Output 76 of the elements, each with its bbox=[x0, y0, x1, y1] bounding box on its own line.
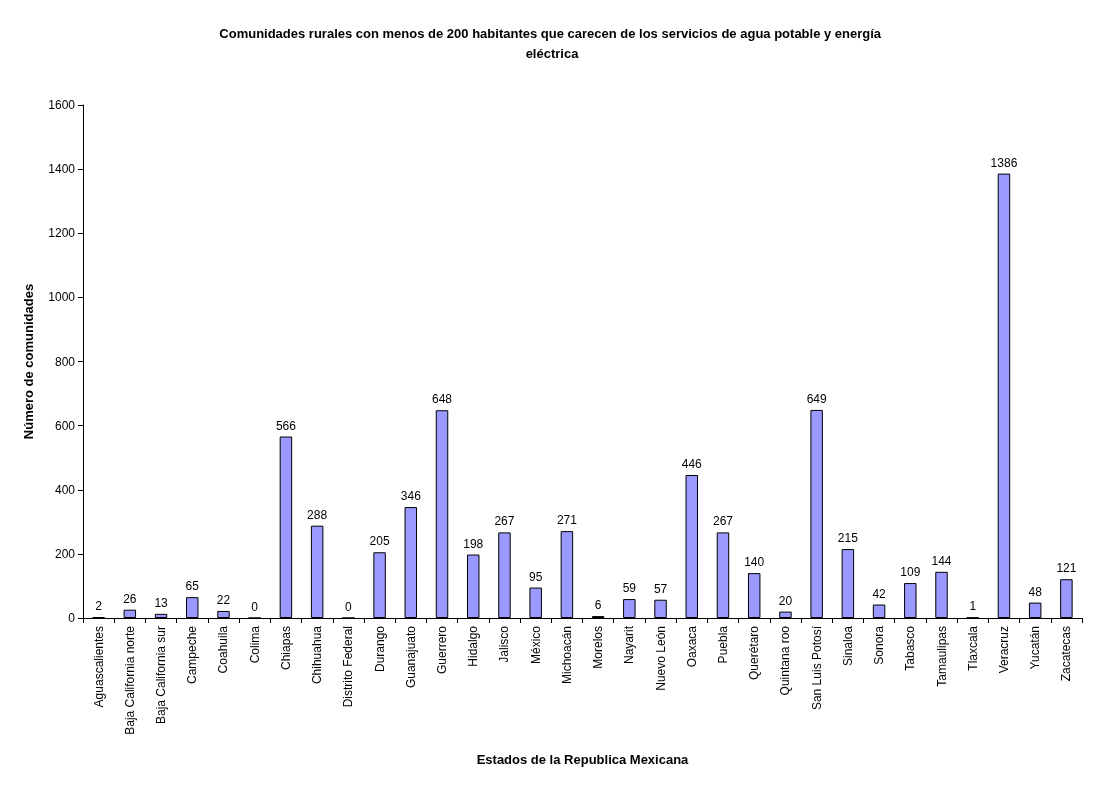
x-tick-label: Sinaloa bbox=[840, 625, 855, 667]
data-label: 109 bbox=[900, 565, 921, 580]
data-label: 22 bbox=[216, 592, 231, 607]
data-label: 2 bbox=[95, 599, 103, 614]
data-label: 0 bbox=[345, 599, 353, 614]
x-tick-label: Quintana roo bbox=[778, 625, 793, 696]
x-tick-label: Campeche bbox=[185, 625, 200, 685]
y-tick-label: 800 bbox=[54, 354, 76, 369]
y-tick-label: 200 bbox=[54, 546, 76, 561]
data-label: 288 bbox=[307, 507, 328, 522]
y-tick-label: 1200 bbox=[48, 226, 76, 241]
x-tick-label: Zacatecas bbox=[1059, 626, 1074, 682]
data-label: 59 bbox=[622, 581, 637, 596]
data-label: 346 bbox=[400, 489, 422, 504]
x-tick-label: Nayarit bbox=[622, 625, 637, 665]
x-tick-label: San Luis Potosí bbox=[809, 625, 824, 711]
data-label: 121 bbox=[1056, 561, 1077, 576]
data-label: 267 bbox=[712, 514, 734, 529]
data-label: 198 bbox=[463, 536, 484, 551]
data-label: 1 bbox=[969, 599, 977, 614]
x-tick-label: Oaxaca bbox=[684, 625, 699, 668]
x-tick-label: México bbox=[528, 625, 543, 665]
data-label: 140 bbox=[744, 555, 765, 570]
x-tick-label: Durango bbox=[372, 625, 387, 673]
x-tick-label: Yucatán bbox=[1028, 626, 1043, 670]
data-label: 13 bbox=[154, 595, 169, 610]
data-label: 267 bbox=[494, 514, 515, 529]
x-tick-label: Querétaro bbox=[747, 625, 762, 681]
x-tick-label: Morelos bbox=[591, 626, 606, 669]
data-label: 271 bbox=[556, 513, 578, 528]
y-tick-label: 400 bbox=[54, 482, 76, 497]
x-tick-label: Puebla bbox=[715, 625, 730, 664]
y-tick-label: 1400 bbox=[48, 162, 76, 177]
data-label: 446 bbox=[681, 457, 703, 471]
x-tick-label: Aguascalientes bbox=[91, 626, 106, 708]
data-label: 57 bbox=[653, 581, 668, 596]
x-tick-label: Hidalgo bbox=[466, 625, 481, 667]
x-tick-label: Chiapas bbox=[278, 626, 293, 671]
data-label: 144 bbox=[931, 553, 952, 568]
x-axis-title: Estados de la Republica Mexicana bbox=[476, 752, 690, 767]
x-tick-label: Guerrero bbox=[435, 625, 450, 675]
x-tick-label: Baja California sur bbox=[154, 626, 169, 725]
x-tick-label: Chihuahua bbox=[310, 625, 325, 685]
x-tick-label: Coahuila bbox=[216, 625, 231, 674]
y-tick-label: 1600 bbox=[48, 98, 76, 112]
data-label: 648 bbox=[432, 392, 453, 407]
x-tick-label: Veracruz bbox=[996, 626, 1011, 674]
x-tick-label: Baja California norte bbox=[122, 625, 137, 735]
data-label: 205 bbox=[369, 534, 390, 549]
data-label: 20 bbox=[778, 593, 793, 608]
chart-title: Comunidades rurales con menos de 200 habitantes que carecen de los servicios de agua potable y energía eléctrica bbox=[219, 25, 885, 61]
data-label: 6 bbox=[594, 598, 602, 613]
x-tick-label: Michoacán bbox=[559, 626, 574, 685]
data-label: 65 bbox=[185, 579, 200, 594]
x-tick-label: Jalisco bbox=[497, 625, 512, 663]
data-label: 95 bbox=[528, 569, 543, 584]
data-label: 649 bbox=[806, 391, 827, 406]
y-axis-title: Número de comunidades bbox=[21, 283, 36, 440]
y-tick-label: 0 bbox=[68, 611, 76, 625]
data-label: 48 bbox=[1028, 584, 1043, 599]
data-label: 1386 bbox=[990, 155, 1018, 170]
x-tick-label: Colima bbox=[247, 625, 262, 664]
data-label: 42 bbox=[872, 586, 887, 601]
x-tick-label: Tlaxcala bbox=[965, 625, 980, 671]
x-tick-label: Nuevo León bbox=[653, 626, 668, 691]
data-label: 215 bbox=[837, 531, 859, 546]
data-label: 26 bbox=[123, 591, 137, 606]
x-tick-label: Sonora bbox=[872, 625, 887, 665]
y-tick-label: 600 bbox=[54, 418, 76, 433]
x-tick-label: Guanajuato bbox=[403, 625, 418, 689]
data-label: 566 bbox=[275, 418, 297, 433]
data-label: 0 bbox=[251, 599, 259, 614]
x-tick-label: Tamaulipas bbox=[934, 626, 949, 687]
x-tick-label: Distrito Federal bbox=[341, 626, 356, 708]
y-tick-label: 1000 bbox=[48, 290, 76, 305]
x-tick-label: Tabasco bbox=[903, 625, 918, 671]
